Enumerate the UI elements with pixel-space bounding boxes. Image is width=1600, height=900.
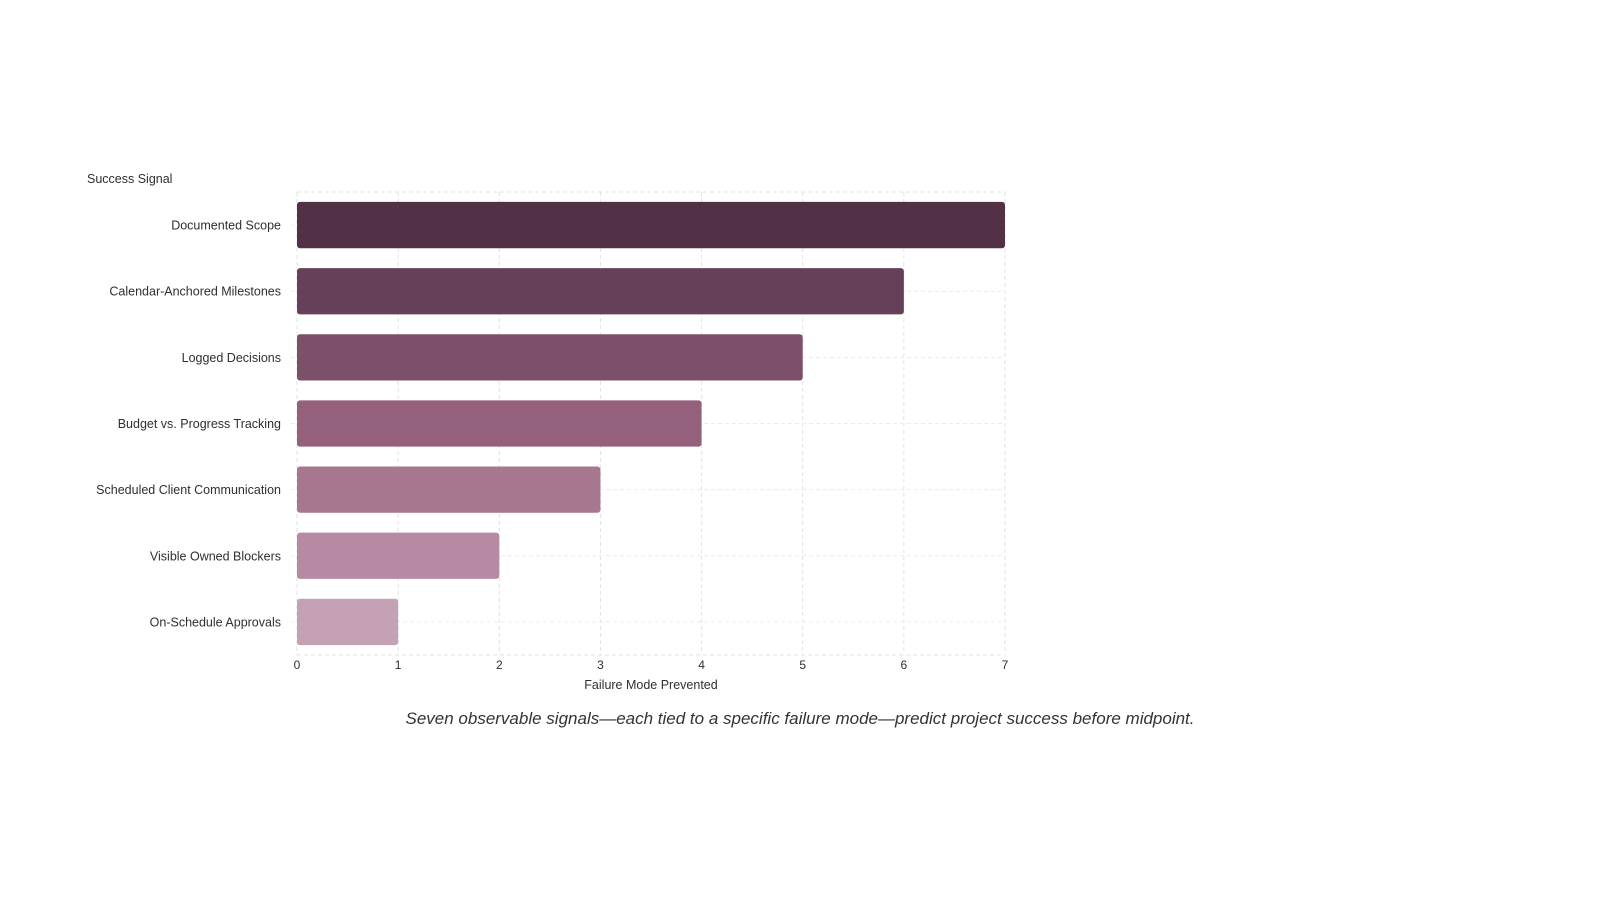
y-axis-title: Success Signal	[87, 172, 172, 186]
x-tick-label: 5	[799, 658, 806, 672]
category-label: Visible Owned Blockers	[150, 549, 281, 563]
chart-caption: Seven observable signals—each tied to a …	[405, 709, 1195, 728]
bar	[297, 532, 500, 579]
bar	[297, 268, 904, 315]
bar	[297, 466, 601, 513]
category-labels: Documented Scope Calendar-Anchored Milest…	[96, 219, 281, 630]
bar-chart: 0 1 2 3 4 5 6 7 Documented Scope Calendar-Anchor…	[87, 172, 1009, 692]
x-tick-label: 2	[496, 658, 503, 672]
x-tick-label: 6	[901, 658, 908, 672]
bar	[297, 400, 702, 447]
x-tick-label: 0	[294, 658, 301, 672]
x-tick-label: 1	[395, 658, 402, 672]
x-tick-label: 4	[698, 658, 705, 672]
x-tick-label: 3	[597, 658, 604, 672]
x-axis-title: Failure Mode Prevented	[584, 678, 717, 692]
category-label: Budget vs. Progress Tracking	[118, 417, 281, 431]
bars	[297, 201, 1005, 646]
category-label: Calendar-Anchored Milestones	[109, 285, 281, 299]
category-label: On-Schedule Approvals	[150, 615, 281, 629]
x-tick-labels: 0 1 2 3 4 5 6 7	[294, 658, 1009, 672]
bar	[297, 334, 803, 381]
x-tick-label: 7	[1002, 658, 1009, 672]
category-label: Documented Scope	[171, 219, 281, 233]
bar	[297, 201, 1005, 249]
category-label: Scheduled Client Communication	[96, 483, 281, 497]
category-label: Logged Decisions	[182, 351, 281, 365]
bar	[297, 598, 399, 646]
